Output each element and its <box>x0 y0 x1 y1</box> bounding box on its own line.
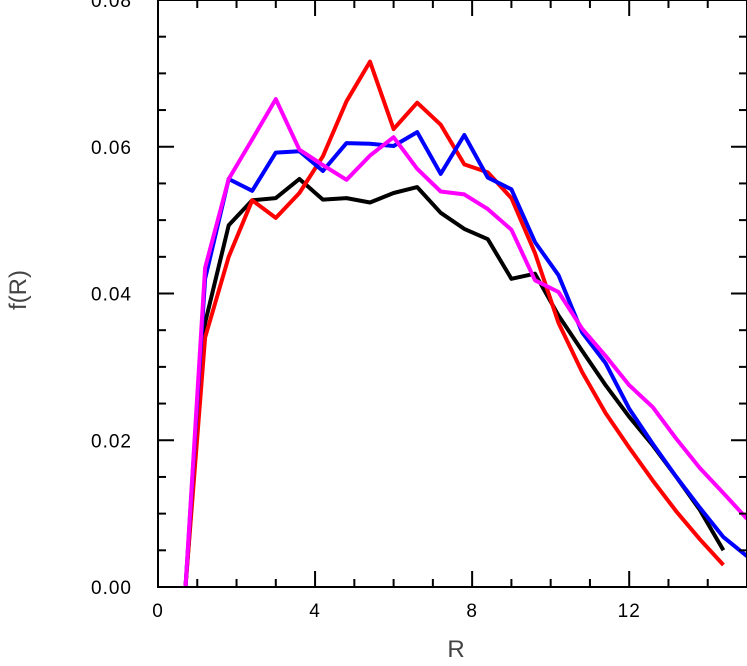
x-tick-label: 0 <box>152 601 164 622</box>
y-tick-label: 0.00 <box>91 578 132 599</box>
y-tick-label: 0.06 <box>91 138 132 159</box>
tick-layer: 0 4 8 12 0.00 0.02 0.04 0.06 0.08 <box>91 0 747 622</box>
x-tick-label: 4 <box>309 601 321 622</box>
y-tick-label: 0.02 <box>91 431 132 452</box>
series-line-1 <box>183 177 726 588</box>
y-tick-label: 0.04 <box>91 285 132 306</box>
series-line-4 <box>183 97 747 588</box>
y-axis-title: f(R) <box>5 270 32 310</box>
series-layer <box>183 59 747 588</box>
series-line-2 <box>183 59 725 588</box>
x-axis-title: R <box>447 636 464 663</box>
series-line-3 <box>183 130 747 588</box>
plot-frame <box>157 0 747 588</box>
x-tick-label: 8 <box>466 601 478 622</box>
x-tick-label: 12 <box>618 601 641 622</box>
y-tick-label: 0.08 <box>91 0 132 12</box>
